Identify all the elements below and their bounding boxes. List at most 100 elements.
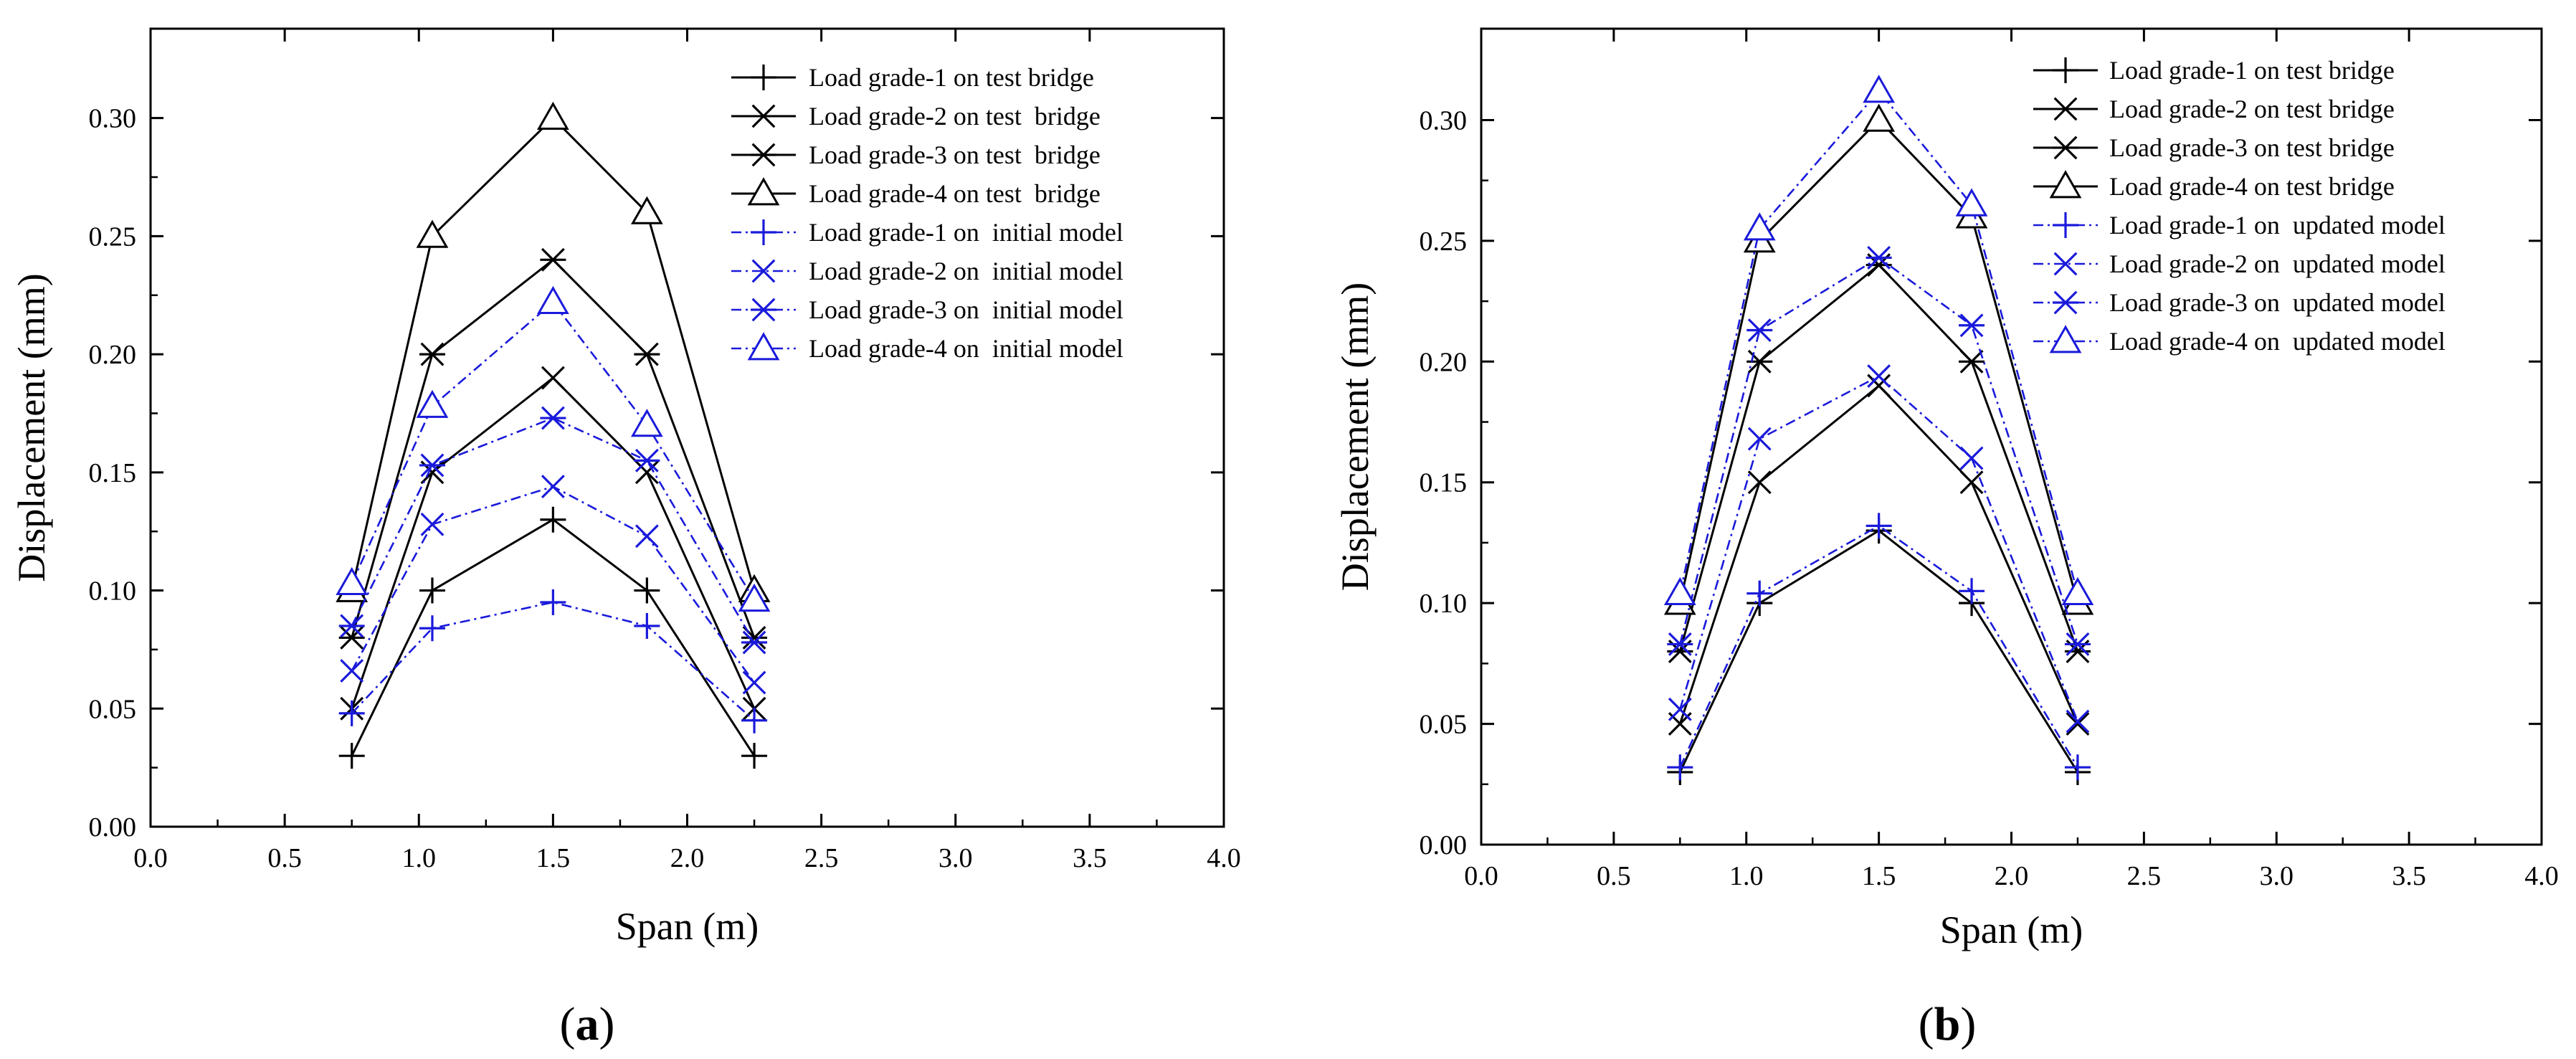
legend-entry: Load grade-4 on updated model [2033,325,2446,356]
x-tick-label: 2.5 [804,843,839,873]
legend-marker [2053,97,2078,121]
data-point [541,366,565,390]
legend-marker [751,259,776,283]
data-point [1959,470,1984,495]
data-point [634,577,660,604]
y-tick-label: 0.20 [89,340,137,370]
x-tick-label: 3.5 [1073,843,1107,873]
data-point [1959,578,1985,604]
legend-label: Load grade-1 on updated model [2109,211,2446,239]
series-3 [1667,253,2091,663]
data-point [416,219,449,248]
y-tick-label: 0.10 [89,576,137,607]
y-tick-label: 0.25 [1420,227,1468,257]
data-point [1746,318,1773,342]
legend-label: Load grade-4 on updated model [2109,327,2446,356]
legend-marker [2049,170,2082,199]
y-tick-label: 0.20 [1420,347,1468,377]
legend: Load grade-1 on test bridge Load grade-2 … [2033,56,2446,356]
legend-marker [751,219,776,245]
data-point [1959,349,1985,374]
data-point [1667,632,1693,656]
legend-entry: Load grade-3 on initial model [731,295,1123,324]
chart-panel-a: 0.0 0.5 1.0 1.5 2.0 2.5 3.0 3.5 4.0 0.00 0.05 0.10 0… [10,27,1241,1050]
legend-label: Load grade-3 on test bridge [2109,133,2395,162]
legend-label: Load grade-2 on updated model [2109,250,2446,278]
legend-marker [2053,57,2078,83]
legend-label: Load grade-3 on test bridge [809,141,1101,169]
series-line [351,518,756,756]
data-point [1866,513,1892,539]
y-axis-title: Displacement (mm) [1334,282,1377,591]
y-tick-label: 0.05 [89,694,137,724]
series-7 [338,406,768,655]
data-point [541,475,565,499]
data-point [630,409,663,437]
x-tick-label: 4.0 [2524,861,2559,891]
legend-label: Load grade-4 on initial model [809,334,1123,363]
data-point [336,566,369,596]
data-point [1863,75,1896,103]
series-7 [1667,246,2091,656]
series-2 [340,366,766,721]
legend-label: Load grade-2 on test bridge [809,102,1101,130]
series-8 [336,285,771,612]
legend-entry: Load grade-1 on updated model [2033,211,2446,239]
legend-entry: Load grade-4 on test bridge [731,177,1101,208]
series-line [351,417,756,643]
data-point [536,101,569,130]
legend-entry: Load grade-1 on test bridge [731,63,1094,92]
legend-entry: Load grade-1 on initial model [731,218,1123,247]
data-point [2061,576,2094,606]
data-point [1959,446,1984,470]
x-tick-label: 1.0 [1729,861,1764,891]
x-tick-label: 1.5 [536,843,571,873]
data-point [1867,374,1891,398]
data-point [419,615,445,642]
data-point [540,406,566,430]
x-tick-label: 1.5 [1862,861,1896,891]
legend-entry: Load grade-2 on test bridge [2033,95,2395,123]
legend-marker [2049,325,2082,353]
series-5 [338,589,768,733]
data-point [634,342,660,366]
legend-marker [747,177,780,206]
chart-panel-b: 0.0 0.5 1.0 1.5 2.0 2.5 3.0 3.5 4.0 0.00 0.05 0.10 0… [1334,27,2559,1050]
data-point [741,630,768,655]
legend-marker [2053,252,2078,276]
data-point [420,512,445,536]
legend-label: Load grade-3 on initial model [809,295,1123,324]
panel-label: (a) [560,998,615,1050]
data-point [741,707,768,733]
data-point [634,448,660,472]
legend-label: Load grade-1 on initial model [809,218,1123,247]
data-point [630,196,663,224]
series-2 [1668,374,2090,736]
data-point [536,285,569,314]
series-line [1679,374,2079,722]
data-point [1743,212,1776,241]
legend-marker [2053,212,2078,238]
series-1 [1667,518,2091,785]
y-axis-title: Displacement (mm) [10,273,53,581]
y-tick-label: 0.15 [89,458,137,488]
legend-entry: Load grade-3 on updated model [2033,288,2446,317]
y-tick-label: 0.25 [89,222,137,252]
data-point [742,670,766,695]
data-point [741,626,768,650]
data-point [1867,364,1891,388]
data-point [1863,103,1896,132]
x-tick-label: 3.5 [2392,861,2426,891]
data-point [338,700,365,726]
data-point [2064,632,2091,656]
x-tick-label: 0.5 [1597,861,1631,891]
data-point [741,743,768,769]
x-tick-label: 0.0 [133,843,168,873]
legend-entry: Load grade-2 on initial model [731,257,1123,285]
x-tick-label: 3.0 [938,843,973,873]
y-tick-label: 0.30 [89,104,137,134]
x-tick-label: 4.0 [1207,843,1241,873]
legend-entry: Load grade-2 on updated model [2033,250,2446,278]
legend-entry: Load grade-3 on test bridge [2033,133,2395,162]
